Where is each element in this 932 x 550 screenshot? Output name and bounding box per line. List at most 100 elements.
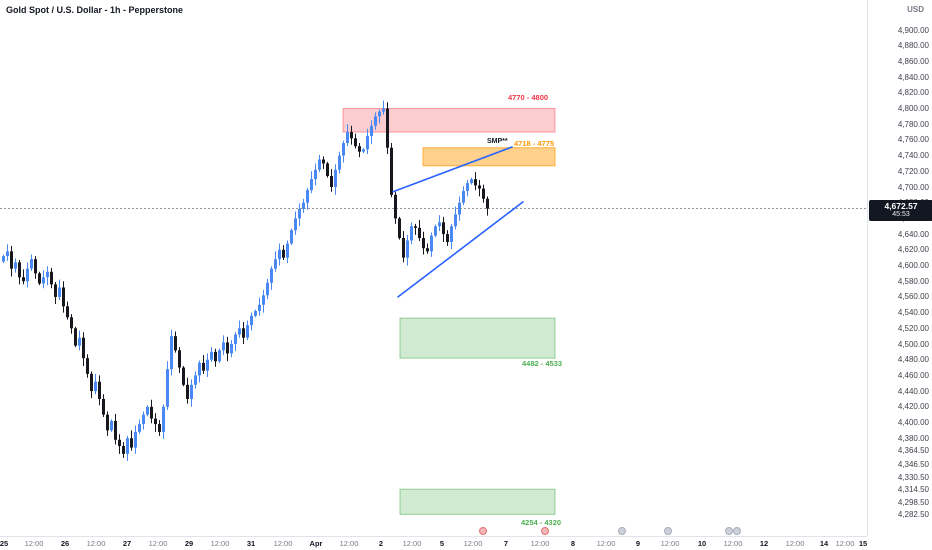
price-axis-label: 4,380.00 (897, 433, 929, 443)
bar-countdown: 45:53 (892, 210, 910, 218)
candle (134, 431, 137, 448)
candle (410, 226, 413, 241)
candle (170, 336, 173, 370)
price-axis-label: 4,540.00 (897, 308, 929, 318)
price-axis-label: 4,720.00 (897, 166, 929, 176)
price-axis-label: 4,880.00 (897, 41, 929, 51)
candle (318, 159, 321, 170)
candle (202, 362, 205, 371)
price-chart-canvas[interactable] (0, 0, 867, 536)
price-axis[interactable]: 4,672.57 45:53 4,900.00 4,880.00 4,860.00 4… (867, 0, 932, 536)
demand-zone[interactable] (399, 317, 556, 359)
time-axis-label: 12:00 (660, 539, 680, 548)
price-axis-label: 4,800.00 (897, 104, 929, 113)
supply-zone-2[interactable] (422, 147, 556, 167)
candle (178, 350, 181, 368)
candle (294, 218, 297, 231)
candle (106, 414, 109, 431)
price-axis-label: 4,600.00 (897, 261, 929, 270)
economic-event-icon[interactable] (618, 527, 626, 535)
candle (246, 325, 249, 338)
price-axis-label: 4,620.00 (897, 245, 929, 255)
time-axis-label: 15 (858, 539, 868, 548)
symbol-title[interactable]: Gold Spot / U.S. Dollar - 1h - Peppersto… (6, 5, 184, 15)
candle (434, 226, 437, 236)
candle (402, 238, 405, 258)
economic-event-icon[interactable] (479, 527, 487, 535)
price-axis-label: 4,440.00 (897, 386, 929, 396)
candle (298, 208, 301, 219)
candle (386, 108, 389, 148)
candle (466, 183, 469, 191)
demand-zone-2[interactable] (399, 488, 556, 515)
candle (58, 287, 61, 297)
candle (326, 163, 329, 177)
candle (102, 398, 105, 415)
candle (110, 420, 113, 431)
candle (322, 159, 325, 164)
candle (486, 198, 489, 209)
candle (70, 317, 73, 329)
candle (470, 179, 473, 184)
candle (258, 304, 261, 312)
candle (458, 202, 461, 215)
time-axis-label: 12:00 (273, 539, 293, 548)
time-axis-label: 12:00 (148, 539, 168, 548)
candle (6, 251, 9, 257)
time-axis-label: 12:00 (86, 539, 106, 548)
candle (154, 418, 157, 425)
time-axis-label: 12:00 (596, 539, 616, 548)
candle (166, 369, 169, 407)
text-annotation: SMP** (487, 138, 508, 145)
time-axis-label: 8 (570, 539, 576, 548)
candle (90, 373, 93, 392)
price-axis-label: 4,700.00 (897, 182, 929, 192)
candle (2, 256, 5, 262)
candle (450, 226, 453, 242)
candle (262, 295, 265, 305)
price-axis-label: 4,282.50 (897, 510, 929, 520)
candle (214, 351, 217, 362)
candle (26, 268, 29, 282)
price-axis-label: 4,400.00 (897, 418, 929, 427)
economic-event-icon[interactable] (725, 527, 733, 535)
candle (354, 138, 357, 147)
time-axis[interactable]: 25 12:00 26 12:00 27 12:00 29 12:00 31 12:00 Apr 12… (0, 536, 867, 550)
candle (482, 188, 485, 199)
time-axis-label: 12:00 (723, 539, 743, 548)
candle (414, 226, 417, 228)
time-axis-label: 27 (122, 539, 132, 548)
candle (62, 287, 65, 307)
price-axis-label: 4,480.00 (897, 355, 929, 365)
price-axis-label: 4,420.00 (897, 402, 929, 412)
candle (14, 262, 17, 269)
candle (50, 271, 53, 285)
time-axis-label: 9 (635, 539, 641, 548)
candle (210, 351, 213, 360)
economic-event-icon[interactable] (541, 527, 549, 535)
time-axis-label: 12:00 (530, 539, 550, 548)
economic-event-icon[interactable] (733, 527, 741, 535)
candle (358, 146, 361, 152)
candle (438, 222, 441, 227)
candle (138, 424, 141, 432)
candle (346, 132, 349, 144)
candle (306, 190, 309, 203)
time-axis-label: 12:00 (24, 539, 44, 548)
supply-zone[interactable] (342, 108, 556, 133)
time-axis-label: 12:00 (463, 539, 483, 548)
candle (86, 358, 89, 374)
price-axis-label: 4,298.50 (897, 497, 929, 507)
trendline[interactable] (392, 146, 513, 193)
trendline[interactable] (397, 201, 524, 298)
candle (338, 155, 341, 170)
price-axis-label: 4,314.50 (897, 485, 929, 495)
candle (94, 381, 97, 392)
price-axis-label: 4,860.00 (897, 56, 929, 66)
time-axis-label: 14 (819, 539, 829, 548)
price-axis-label: 4,640.00 (897, 229, 929, 239)
candle (462, 190, 465, 203)
candle (342, 143, 345, 156)
time-axis-label: 5 (439, 539, 445, 548)
economic-event-icon[interactable] (664, 527, 672, 535)
